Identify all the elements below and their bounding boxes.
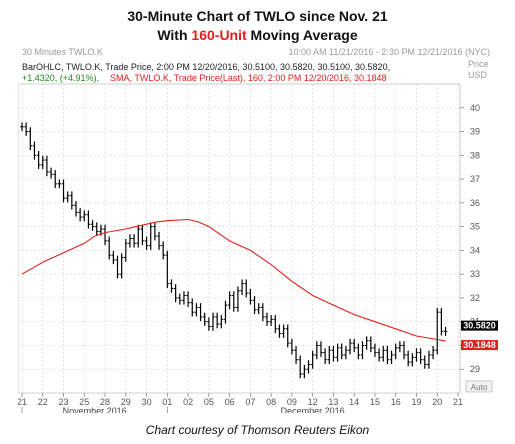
x-tick-label: 30 <box>142 397 152 407</box>
x-tick-label: 14 <box>349 397 359 407</box>
x-month-label: November 2016 <box>63 406 127 413</box>
y-tick-label: 36 <box>470 198 480 208</box>
y-tick-label: 38 <box>470 150 480 160</box>
title-highlight: 160-Unit <box>191 27 247 43</box>
x-tick-label: 20 <box>432 397 442 407</box>
x-tick-label: 25 <box>79 397 89 407</box>
x-tick-label: 29 <box>121 397 131 407</box>
x-axis: 21 22 23 25 28 29 30 01 02 05 06 07 08 09 12 13 14 15 16 19… <box>18 393 463 413</box>
y-axis-header-price: Price <box>468 59 489 69</box>
y-tick-label: 29 <box>470 364 480 374</box>
x-tick-label: 02 <box>183 397 193 407</box>
value-labels: 30.5820 30.1848 <box>461 320 498 351</box>
x-tick-label: 16 <box>391 397 401 407</box>
y-tick-label: 33 <box>470 269 480 279</box>
header-right: 10:00 AM 11/21/2016 - 2:30 PM 12/21/2016… <box>289 47 490 57</box>
x-tick-label: 05 <box>204 397 214 407</box>
legend-change: +1.4320, (+4.91%), <box>22 73 99 83</box>
x-tick-label: 09 <box>287 397 297 407</box>
x-tick-label: 01 <box>162 397 172 407</box>
y-axis-header-usd: USD <box>468 70 488 80</box>
sma-value-label: 30.1848 <box>463 340 496 350</box>
sma-value-box <box>461 340 498 351</box>
legend-ohlc: BarOHLC, TWLO.K, Trade Price, 2:00 PM 12… <box>22 62 390 72</box>
auto-scale-button[interactable] <box>465 380 493 393</box>
x-tick-label: 08 <box>266 397 276 407</box>
chart-title-line-2: With 160-Unit Moving Average <box>0 27 515 43</box>
y-tick-label: 32 <box>470 293 480 303</box>
x-tick-label: 15 <box>370 397 380 407</box>
price-series <box>20 122 448 379</box>
x-tick-label: 07 <box>245 397 255 407</box>
y-tick-label: 34 <box>470 245 480 255</box>
y-tick-label: 39 <box>470 127 480 137</box>
header-left: 30 Minutes TWLO.K <box>22 47 103 57</box>
chart-credit: Chart courtesy of Thomson Reuters Eikon <box>145 423 370 437</box>
x-tick-label: 13 <box>328 397 338 407</box>
price-chart: 30 Minutes TWLO.K 10:00 AM 11/21/2016 - … <box>18 45 498 413</box>
y-tick-label: 40 <box>470 103 480 113</box>
title-prefix: With <box>157 27 192 43</box>
x-tick-label: 23 <box>59 397 69 407</box>
x-tick-label: 21 <box>453 397 463 407</box>
x-tick-label: 28 <box>100 397 110 407</box>
last-price-label: 30.5820 <box>463 321 496 331</box>
title-suffix: Moving Average <box>246 27 358 43</box>
x-tick-label: 22 <box>38 397 48 407</box>
y-tick-label: 35 <box>470 222 480 232</box>
legend-sma: SMA, TWLO.K, Trade Price(Last), 160, 2:0… <box>110 73 386 83</box>
sma-line <box>21 218 446 342</box>
x-month-label: December 2016 <box>281 406 345 413</box>
x-tick-label: 06 <box>225 397 235 407</box>
y-tick-label: 37 <box>470 174 480 184</box>
plot-frame <box>18 83 461 394</box>
x-tick-label: 19 <box>411 397 421 407</box>
auto-scale-label: Auto <box>471 383 488 392</box>
chart-background <box>18 45 498 413</box>
x-tick-label: 21 <box>18 397 27 407</box>
x-tick-label: 12 <box>308 397 318 407</box>
last-price-box <box>461 320 498 331</box>
chart-title-line-1: 30-Minute Chart of TWLO since Nov. 21 <box>127 8 388 24</box>
